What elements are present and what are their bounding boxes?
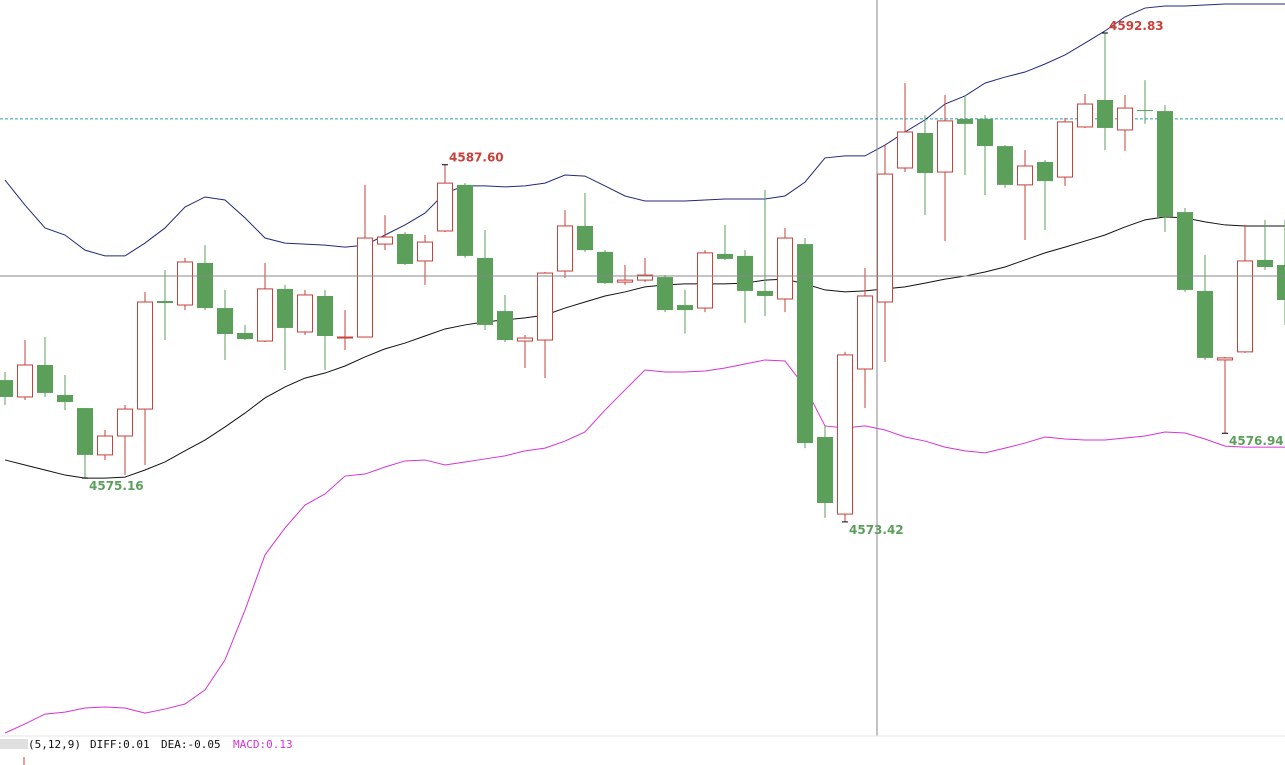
candle-body <box>1217 357 1233 361</box>
candle-body <box>1017 165 1033 186</box>
candle-body <box>1277 264 1285 300</box>
candle-body <box>177 261 193 306</box>
candle-body <box>57 394 73 403</box>
candle-body <box>617 279 633 283</box>
candle-body <box>817 437 833 504</box>
candle-body <box>717 253 733 259</box>
band-line <box>4 359 1285 734</box>
indicator-diff: DIFF:0.01 <box>90 738 150 751</box>
candle-body <box>517 337 533 342</box>
candle-body <box>1197 290 1213 358</box>
candle-body <box>417 241 433 262</box>
candle-body <box>837 354 853 515</box>
candle-body <box>1137 110 1153 112</box>
candle-body <box>1037 161 1053 182</box>
candle-body <box>337 336 353 339</box>
plot-area: 4587.60 4592.83 4575.16 4573.42 4576.94 <box>0 3 1285 734</box>
candle-body <box>1177 212 1193 290</box>
band-line <box>4 3 1285 257</box>
candle-body <box>537 272 553 341</box>
blurred-label <box>0 739 28 749</box>
candle-body <box>777 237 793 300</box>
candle-body <box>657 277 673 311</box>
candle-body <box>977 118 993 147</box>
candle-body <box>117 408 133 437</box>
candle-body <box>397 234 413 264</box>
candle-body <box>477 257 493 325</box>
candle-body <box>357 237 373 338</box>
indicator-params: (5,12,9) <box>28 738 81 751</box>
candle-body <box>77 408 93 455</box>
candle-body <box>277 288 293 328</box>
candle-body <box>877 173 893 303</box>
candle-body <box>257 288 273 342</box>
candle-body <box>1257 259 1273 267</box>
candle-body <box>317 295 333 337</box>
candle-body <box>17 364 33 398</box>
indicator-dea: DEA:-0.05 <box>161 738 221 751</box>
candle-body <box>0 380 13 397</box>
extreme-label: 4575.16 <box>89 479 144 493</box>
candle-body <box>577 225 593 251</box>
candle-body <box>937 120 953 173</box>
candle-body <box>797 244 813 444</box>
candle-body <box>957 118 973 124</box>
band-line <box>4 216 1285 479</box>
extreme-label: 4587.60 <box>449 151 504 165</box>
candle-body <box>437 182 453 232</box>
candle-body <box>857 295 873 370</box>
candle-body <box>97 435 113 456</box>
candle-body <box>1157 111 1173 217</box>
candle-body <box>217 308 233 334</box>
candle-body <box>377 236 393 245</box>
candle-body <box>237 332 253 340</box>
extreme-label: 4576.94 <box>1229 434 1284 448</box>
extreme-label: 4592.83 <box>1109 19 1164 33</box>
candle-body <box>1097 99 1113 128</box>
indicator-bar <box>0 736 1285 765</box>
candle-body <box>557 225 573 272</box>
candle-body <box>497 311 513 341</box>
candle-body <box>1117 107 1133 131</box>
candle-body <box>597 251 613 284</box>
candle-body <box>197 262 213 309</box>
candle-body <box>757 290 773 296</box>
candle-body <box>1057 121 1073 178</box>
extreme-label: 4573.42 <box>849 523 904 537</box>
candle-body <box>157 301 173 304</box>
candle-body <box>677 305 693 311</box>
candle-body <box>897 131 913 169</box>
candle-body <box>737 255 753 291</box>
candle-body <box>637 274 653 281</box>
candle-body <box>697 252 713 309</box>
candle-body <box>297 294 313 333</box>
candle-body <box>137 301 153 410</box>
candle-body <box>1237 260 1253 353</box>
indicator-macd: MACD:0.13 <box>233 738 293 751</box>
candle-body <box>457 184 473 256</box>
candle-body <box>917 132 933 174</box>
candle-body <box>1077 103 1093 128</box>
candle-body <box>997 146 1013 185</box>
candle-body <box>37 364 53 393</box>
